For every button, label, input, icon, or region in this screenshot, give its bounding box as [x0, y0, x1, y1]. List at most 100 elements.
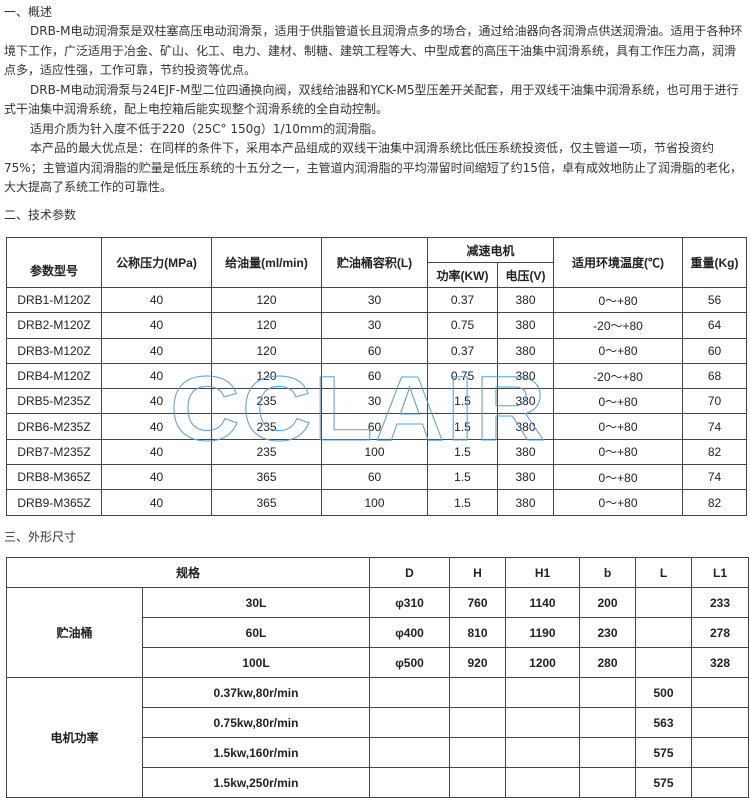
- table-cell: 1.5: [427, 438, 498, 466]
- table-cell: 1.5: [427, 388, 498, 415]
- table-cell: 575: [635, 737, 693, 768]
- table-row: DRB1-M120Z 40 120 30 0.37 380 0～+80 56: [6, 286, 748, 314]
- table-row: 贮油桶 30L φ310 760 1140 200 233: [6, 587, 750, 678]
- table-cell: DRB5-M235Z: [6, 388, 102, 415]
- table-cell: 40: [101, 489, 212, 516]
- table-cell: DRB8-M365Z: [6, 464, 102, 491]
- table-cell: [369, 767, 451, 798]
- table-cell: 230: [579, 617, 637, 648]
- table-cell: 0.37kw,80r/min: [141, 677, 371, 708]
- table-cell: [691, 737, 750, 768]
- table-cell: [505, 677, 581, 708]
- table-cell: [449, 767, 507, 798]
- table-cell: 500: [635, 677, 693, 708]
- table-cell: -20～+80: [553, 362, 684, 390]
- table-cell: [579, 767, 637, 798]
- header-temp: 适用环境温度(℃): [553, 237, 684, 288]
- table-cell: 60: [321, 362, 428, 390]
- table-cell: 60: [321, 464, 428, 491]
- table-cell: 760: [449, 587, 507, 618]
- table-cell: 380: [496, 362, 555, 390]
- table-cell: DRB6-M235Z: [6, 413, 102, 440]
- table-cell: DRB7-M235Z: [6, 438, 102, 466]
- table-cell: 1.5: [427, 464, 498, 491]
- header-l1: L1: [691, 557, 750, 588]
- table-cell: 120: [211, 337, 322, 364]
- table-cell: 40: [101, 413, 212, 440]
- table-cell: [635, 647, 693, 678]
- table-cell: [505, 767, 581, 798]
- table-cell: 68: [682, 362, 748, 390]
- table-cell: 380: [496, 312, 555, 339]
- table-cell: 328: [691, 647, 750, 678]
- table-cell: 74: [682, 464, 748, 491]
- table-cell: 30: [321, 312, 428, 339]
- header-motor: 减速电机: [426, 237, 555, 263]
- header-d: D: [369, 557, 451, 588]
- table-cell: 200: [579, 587, 637, 618]
- table-cell: 380: [496, 286, 555, 314]
- table-cell: [505, 707, 581, 738]
- table-cell: 0.75: [427, 362, 498, 390]
- header-spec: 规格: [5, 557, 371, 588]
- table-cell: 60: [682, 337, 748, 364]
- table-cell: 82: [682, 438, 748, 466]
- table-cell: 100: [321, 489, 428, 516]
- table-cell: [691, 767, 750, 798]
- table-cell: [449, 677, 507, 708]
- header-h: H: [449, 557, 507, 588]
- table-cell: 120: [211, 362, 322, 390]
- table-cell: 70: [682, 388, 748, 415]
- table-cell: [691, 707, 750, 738]
- table-cell: [579, 707, 637, 738]
- header-voltage: 电压(V): [496, 262, 555, 288]
- group-label: 电机功率: [6, 677, 143, 798]
- table-cell: 380: [496, 388, 555, 415]
- table-row: 1.5kw,160r/min 575: [7, 737, 750, 768]
- table-cell: 0.37: [427, 286, 498, 314]
- table-cell: DRB9-M365Z: [6, 489, 102, 516]
- table-cell: 1.5kw,160r/min: [141, 737, 371, 768]
- table-cell: [635, 587, 693, 618]
- table-cell: 30: [321, 388, 428, 415]
- table-cell: [449, 707, 507, 738]
- table-cell: 40: [101, 337, 212, 364]
- table-cell: DRB2-M120Z: [6, 312, 102, 339]
- table-row: DRB4-M120Z 40 120 60 0.75 380 -20～+80 68: [6, 362, 748, 390]
- table-cell: 100L: [141, 647, 371, 678]
- table-cell: 235: [211, 388, 322, 415]
- paragraph: 适用介质为针入度不低于220（25C° 150g）1/10mm的润滑脂。: [30, 121, 384, 136]
- table-cell: 280: [579, 647, 637, 678]
- table-cell: 0～+80: [553, 388, 684, 415]
- table-cell: 365: [211, 464, 322, 491]
- table-cell: 563: [635, 707, 693, 738]
- table-cell: 30L: [141, 587, 371, 618]
- table-cell: [369, 737, 451, 768]
- table-cell: 74: [682, 413, 748, 440]
- header-tank: 贮油桶容积(L): [321, 237, 428, 288]
- table-cell: 0～+80: [553, 413, 684, 440]
- table-cell: 0～+80: [553, 337, 684, 364]
- table-cell: [369, 677, 451, 708]
- section-title-specs: 二、技术参数: [4, 208, 77, 222]
- header-b: b: [579, 557, 637, 588]
- header-pressure: 公称压力(MPa): [101, 237, 212, 288]
- table-cell: 56: [682, 286, 748, 314]
- table-cell: 380: [496, 489, 555, 516]
- specs-table: 参数型号 公称压力(MPa) 给油量(ml/min) 贮油桶容积(L) 减速电机…: [6, 237, 748, 516]
- table-row: DRB8-M365Z 40 365 60 1.5 380 0～+80 74: [6, 464, 748, 491]
- table-cell: 278: [691, 617, 750, 648]
- table-cell: 235: [211, 438, 322, 466]
- table-cell: 40: [101, 362, 212, 390]
- paragraph: 本产品的最大优点是：在同样的条件下，采用本产品组成的双线干油集中润滑系统比低压系…: [4, 141, 742, 194]
- table-cell: 810: [449, 617, 507, 648]
- table-cell: [369, 707, 451, 738]
- table-cell: 1.5: [427, 413, 498, 440]
- header-model: 参数型号: [6, 237, 102, 288]
- table-cell: 100: [321, 438, 428, 466]
- header-flow: 给油量(ml/min): [211, 237, 322, 288]
- table-row: DRB6-M235Z 40 235 60 1.5 380 0～+80 74: [6, 413, 748, 440]
- table-cell: φ500: [369, 647, 451, 678]
- overview-text: DRB-M电动润滑泵是双柱塞高压电动润滑泵，适用于供脂管道长且润滑点多的场合，通…: [4, 22, 746, 198]
- header-weight: 重量(Kg): [682, 237, 748, 288]
